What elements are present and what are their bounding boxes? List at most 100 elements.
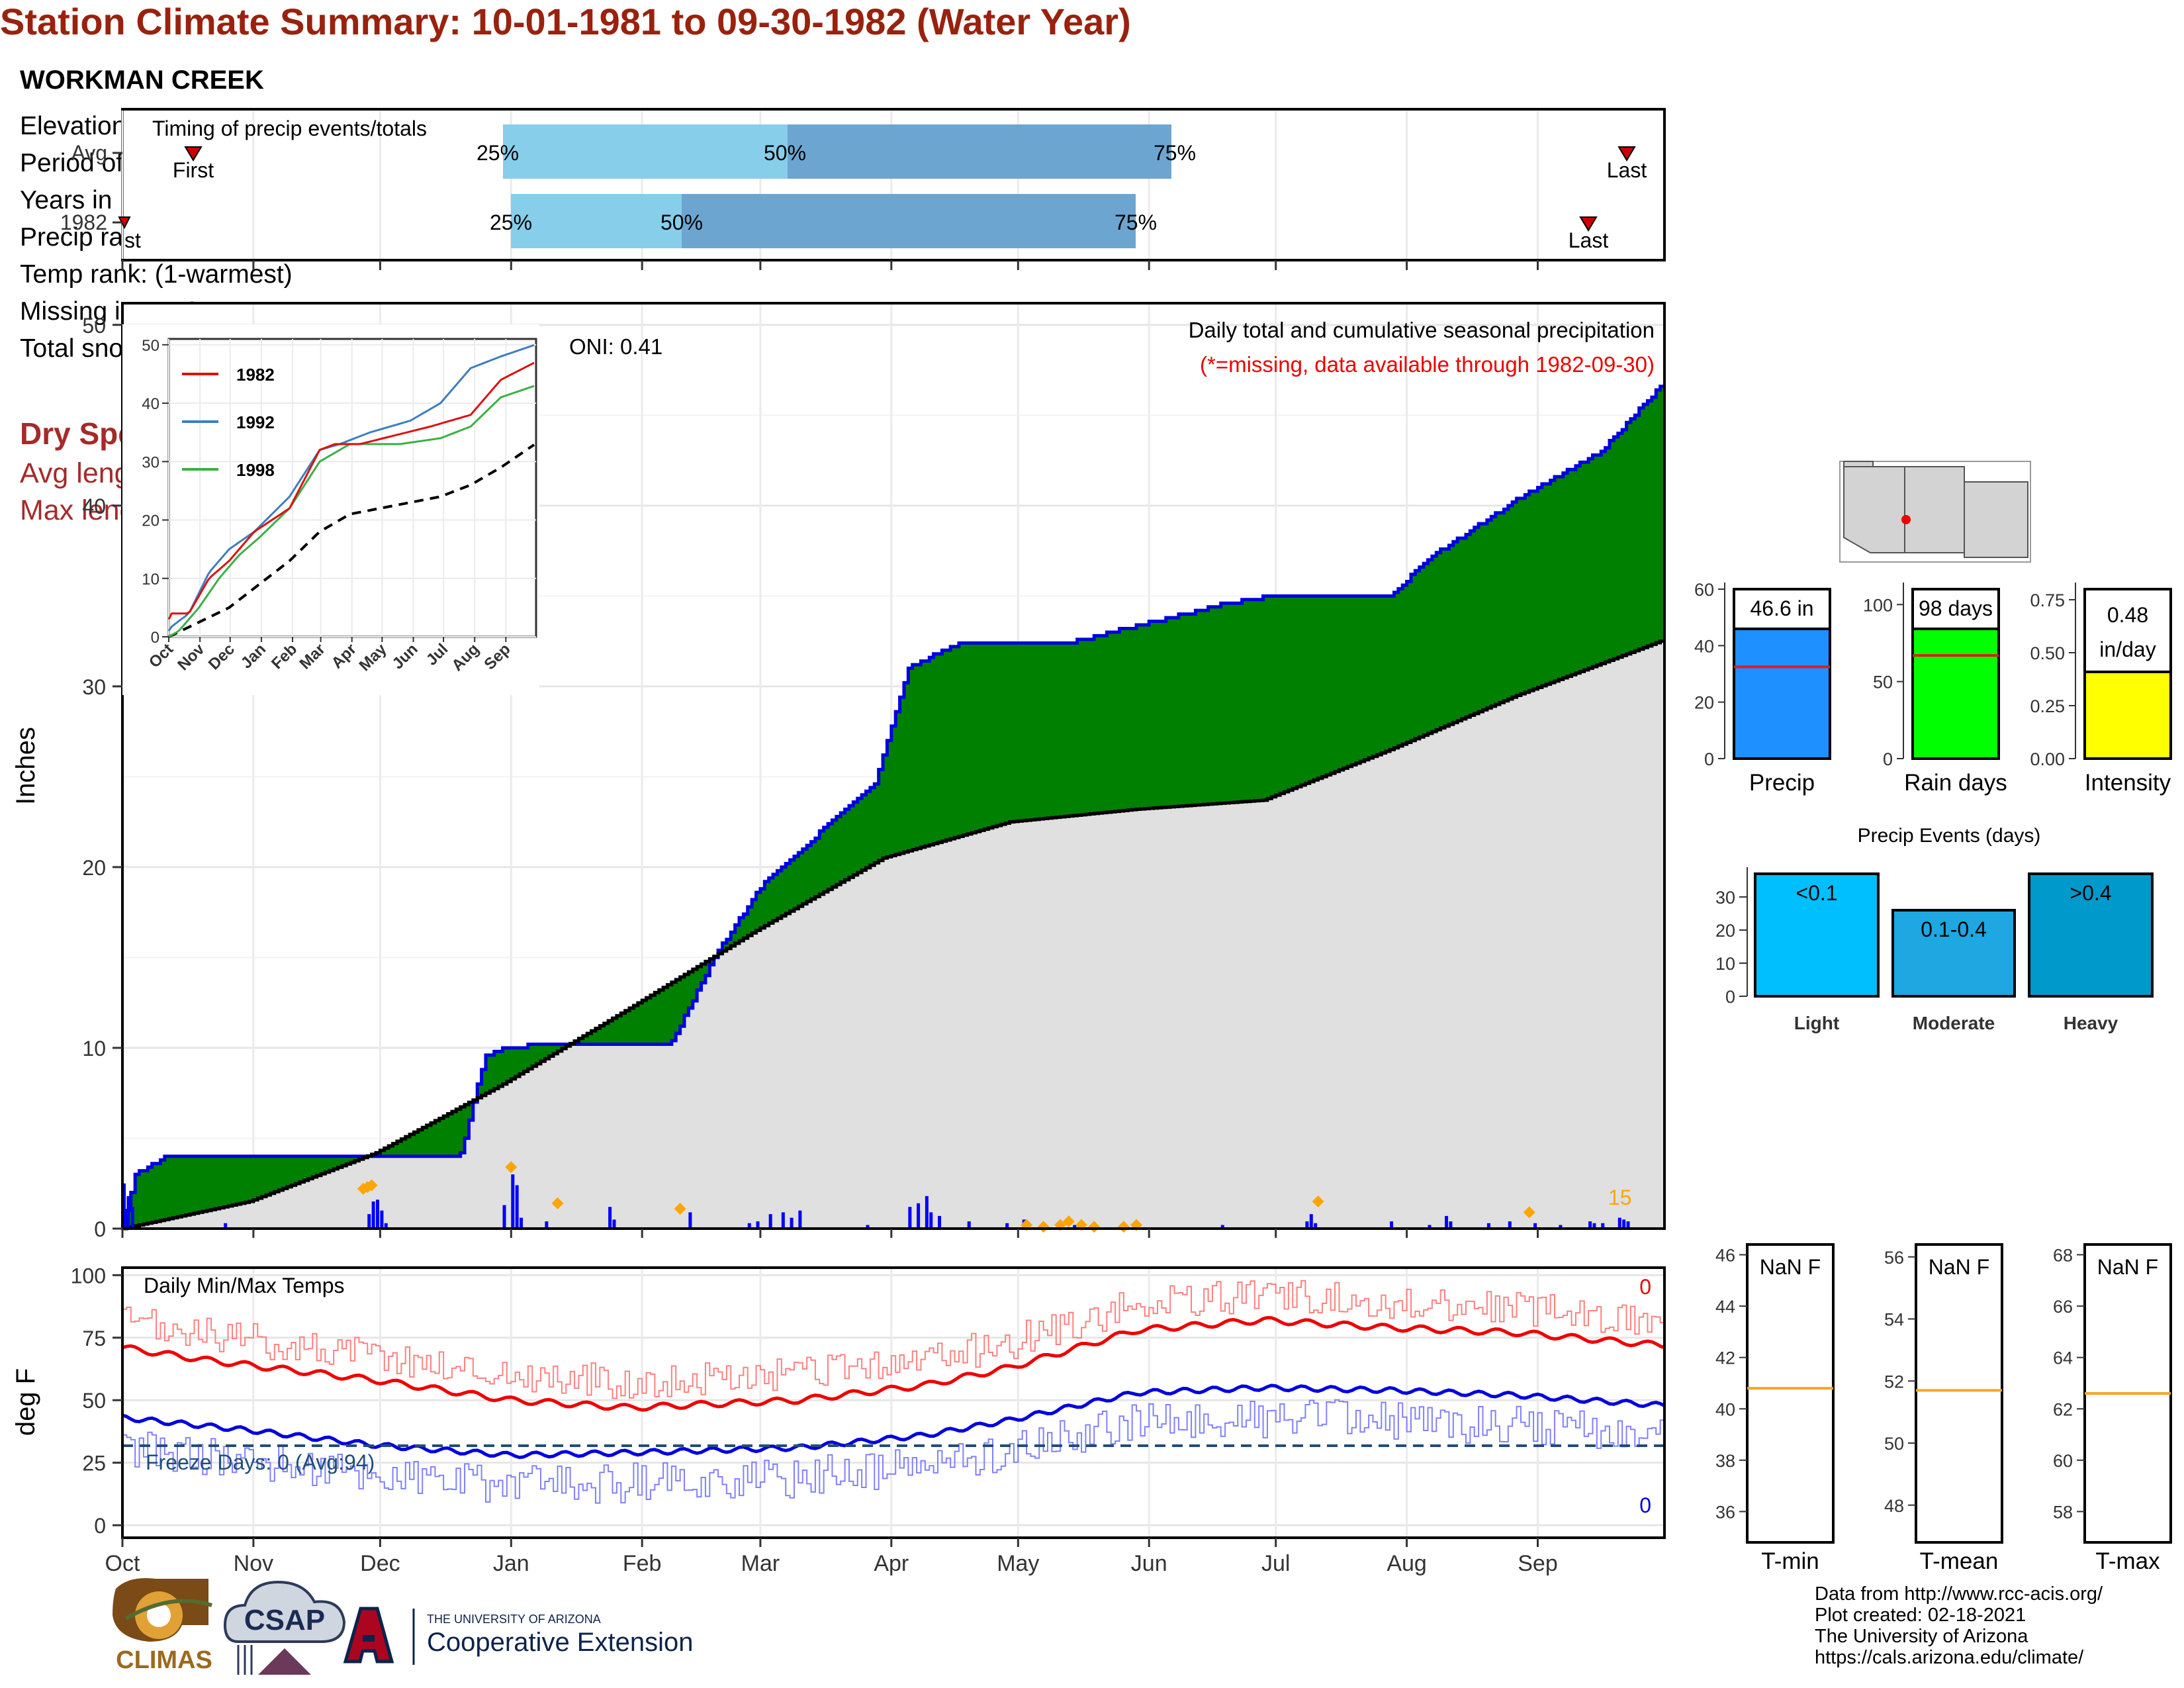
summary-ytick-label: 50 <box>1873 673 1893 692</box>
timing-avg-first-label: First <box>173 158 214 182</box>
precip-ytick-label: 50 <box>82 314 106 338</box>
daily-precip-bar <box>790 1217 794 1229</box>
temp-box-ytick-label: 42 <box>1715 1348 1735 1368</box>
temp-box-frame <box>1746 1243 1835 1544</box>
temp-ytick-label: 25 <box>82 1452 106 1476</box>
temp-box-value: NaN F <box>1929 1255 1989 1279</box>
temp-box-ytick-label: 56 <box>1884 1248 1904 1268</box>
temp-box-ytick-label: 50 <box>1884 1434 1904 1454</box>
summary-ytick-label: 0.25 <box>2030 696 2065 716</box>
events-category-label: Moderate <box>1913 1013 1995 1033</box>
daily-precip-bar <box>511 1174 515 1229</box>
summary-bar-2 <box>2083 655 2172 761</box>
events-range-label: 0.1-0.4 <box>1921 917 1987 941</box>
precip-ytick-label: 0 <box>94 1217 106 1241</box>
temp-summary-boxes: 36 38 40 42 44 46 NaN F T-min 48 50 52 54 56 NaN F T-m… <box>1715 1243 2172 1574</box>
daily-precip-bar <box>756 1221 760 1229</box>
missing-note: (*=missing, data available through 1982-… <box>1200 352 1655 377</box>
summary-ytick-label: 0 <box>1883 749 1893 769</box>
daily-precip-bar <box>1390 1221 1394 1229</box>
summary-bar-1 <box>1911 606 2000 760</box>
source-line: Plot created: 02-18-2021 <box>1815 1605 2026 1626</box>
events-ytick-label: 10 <box>1715 954 1735 974</box>
timing-1982-q75: 75% <box>1115 211 1157 234</box>
temp-label: Daily Min/Max Temps <box>144 1274 344 1297</box>
month-label: Apr <box>874 1551 909 1576</box>
university-name: THE UNIVERSITY OF ARIZONA <box>427 1613 601 1626</box>
daily-precip-bar <box>1220 1225 1224 1229</box>
temp-box-ytick-label: 62 <box>2053 1399 2073 1419</box>
daily-precip-bar <box>798 1210 802 1229</box>
timing-1982-q50: 50% <box>660 211 703 234</box>
timing-1982-first-label: st <box>124 228 141 252</box>
daily-precip-bar <box>1559 1225 1563 1229</box>
timing-avg-first-marker <box>184 146 203 162</box>
timing-avg-q25: 25% <box>477 141 519 165</box>
timing-1982-last-marker <box>1579 216 1598 232</box>
events-category-label: Heavy <box>2064 1013 2118 1033</box>
month-label: May <box>997 1551 1039 1576</box>
timing-avg-bar-25-50 <box>503 124 788 179</box>
daily-precip-bar <box>1073 1225 1077 1229</box>
temp-panel: Daily Min/Max Temps Freeze Days: 0 (Avg:… <box>11 1264 1666 1576</box>
daily-precip-bar <box>515 1185 519 1229</box>
events-bar-moderate <box>1891 909 2016 998</box>
page-title: Station Climate Summary: 10-01-1981 to 0… <box>0 1 1131 42</box>
daily-precip-bar <box>1486 1223 1490 1229</box>
temp-box-ytick-label: 54 <box>1884 1310 1904 1330</box>
temp-box-ytick-label: 48 <box>1884 1496 1904 1516</box>
temp-ytick-label: 100 <box>71 1264 106 1288</box>
tmin-daily-line <box>122 1399 1665 1504</box>
daily-precip-bar <box>1005 1223 1009 1229</box>
daily-precip-bar <box>126 1196 130 1229</box>
summary-value-text: 0.48 <box>2107 603 2148 627</box>
summary-ytick-label: 0.50 <box>2030 643 2065 663</box>
summary-ytick-label: 0.00 <box>2030 749 2065 769</box>
tmax-avg-line <box>122 1315 1665 1412</box>
month-label: Aug <box>1387 1551 1427 1576</box>
daily-precip-bar <box>1622 1219 1626 1229</box>
timing-avg-last-marker <box>1617 146 1636 162</box>
daily-precip-bar <box>520 1217 523 1229</box>
daily-precip-bar <box>1305 1221 1309 1229</box>
source-line: The University of Arizona <box>1815 1626 2028 1647</box>
daily-precip-bar <box>781 1212 785 1229</box>
temp-box-ytick-label: 36 <box>1715 1502 1735 1522</box>
summary-value-box <box>1733 588 1831 630</box>
temp-box-ytick-label: 58 <box>2053 1502 2073 1522</box>
timing-1982-bar-50-75 <box>682 194 1136 248</box>
daily-precip-bar <box>967 1221 971 1229</box>
daily-precip-bar <box>1592 1223 1596 1229</box>
temp-box-label: T-max <box>2095 1548 2160 1574</box>
timing-label: Timing of precip events/totals <box>152 117 427 140</box>
station-temp-rank: Temp rank: (1-warmest) <box>20 260 293 289</box>
daily-precip-bar <box>938 1215 942 1229</box>
month-label: Nov <box>234 1551 273 1576</box>
inset-legend-1982: 1982 <box>236 365 275 385</box>
timing-avg-last-label: Last <box>1607 158 1647 182</box>
timing-1982-q25: 25% <box>490 211 532 234</box>
daily-precip-bar <box>747 1223 751 1229</box>
events-title: Precip Events (days) <box>1858 825 2041 847</box>
state-texas <box>1964 481 2028 558</box>
summary-ytick-label: 100 <box>1863 595 1893 615</box>
month-label: Dec <box>360 1551 400 1576</box>
temp-box-label: T-min <box>1761 1548 1819 1574</box>
daily-precip-bar <box>371 1201 375 1229</box>
precip-ytick-label: 10 <box>82 1037 106 1060</box>
daily-precip-bar <box>1314 1223 1318 1229</box>
daily-precip-bar <box>502 1205 506 1229</box>
freeze-days-label: Freeze Days: 0 (Avg:94) <box>146 1450 375 1474</box>
daily-precip-bar <box>925 1196 929 1229</box>
temp-ytick-label: 0 <box>94 1514 106 1538</box>
daily-precip-bar <box>917 1203 921 1229</box>
summary-ytick-label: 0.75 <box>2030 590 2065 610</box>
events-bar-heavy <box>2028 872 2154 998</box>
temp-box-ytick-label: 66 <box>2053 1297 2073 1317</box>
university-arizona-logo: THE UNIVERSITY OF ARIZONA Cooperative Ex… <box>343 1607 693 1665</box>
month-label: Oct <box>105 1551 140 1576</box>
daily-precip-bar <box>1428 1225 1432 1229</box>
station-name: WORKMAN CREEK <box>20 66 264 95</box>
summary-ytick-label: 20 <box>1694 693 1714 713</box>
